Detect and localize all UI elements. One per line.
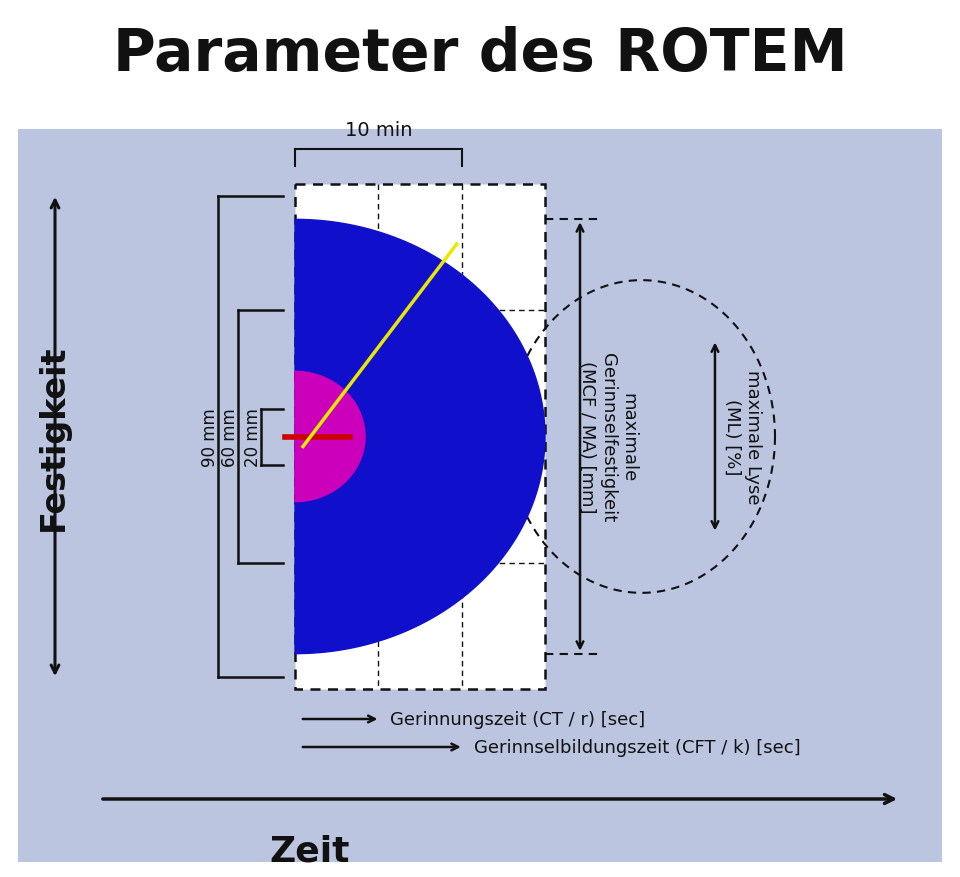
Polygon shape — [295, 220, 545, 654]
Text: 10 min: 10 min — [345, 121, 412, 139]
Text: Gerinnselbildungszeit (CFT / k) [sec]: Gerinnselbildungszeit (CFT / k) [sec] — [473, 738, 801, 756]
Bar — [295, 185, 545, 689]
Text: Gerinnungszeit (CT / r) [sec]: Gerinnungszeit (CT / r) [sec] — [391, 710, 645, 728]
Text: maximale
Gerinnselfestigkeit
(MCF / MA) [mm]: maximale Gerinnselfestigkeit (MCF / MA) … — [578, 353, 637, 522]
Text: Parameter des ROTEM: Parameter des ROTEM — [112, 26, 848, 83]
Text: 20 mm: 20 mm — [244, 408, 262, 467]
Bar — [18, 130, 942, 862]
Text: 90 mm: 90 mm — [201, 408, 219, 467]
Text: maximale Lyse
(ML) [%]: maximale Lyse (ML) [%] — [724, 370, 762, 504]
Polygon shape — [295, 372, 365, 502]
Text: Festigkeit: Festigkeit — [36, 344, 69, 530]
Text: 60 mm: 60 mm — [221, 408, 239, 467]
Text: Zeit: Zeit — [270, 834, 350, 868]
